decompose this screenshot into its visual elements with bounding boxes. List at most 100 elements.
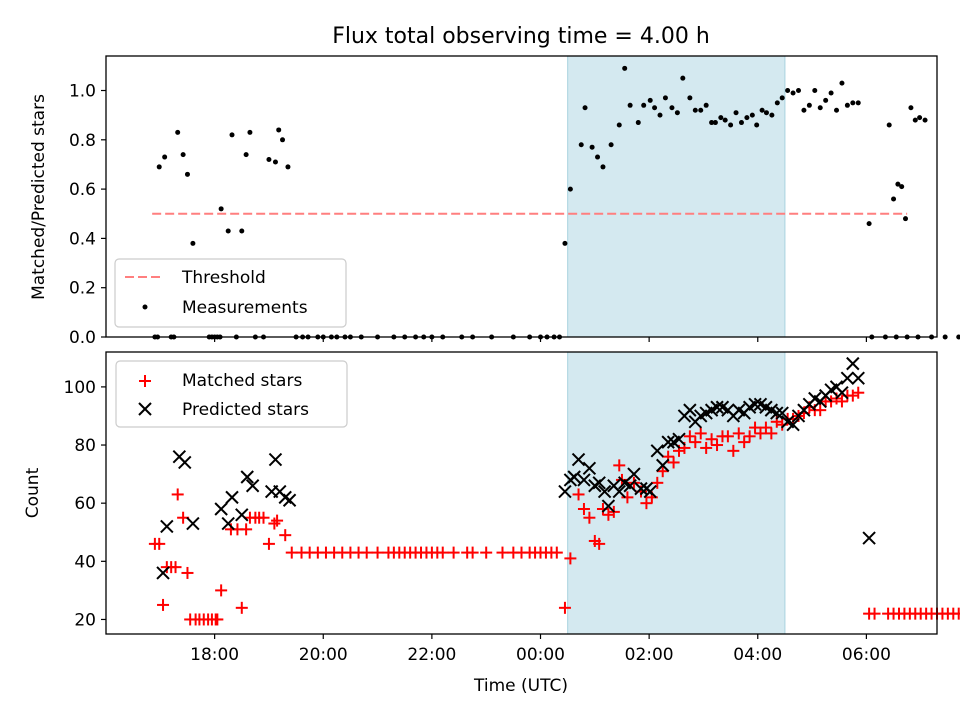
predicted-star-stroke [808, 391, 822, 406]
top-shaded-region [567, 55, 786, 338]
measurement-point [796, 88, 801, 94]
matched-star-point [257, 511, 270, 524]
predicted-star-stroke [764, 403, 779, 417]
matched-star-point [721, 430, 734, 443]
measurement-point [718, 115, 724, 121]
matched-star-point [496, 546, 509, 559]
matched-star-point [572, 488, 585, 501]
predicted-star-stroke [612, 484, 626, 499]
bottom-y-tick-label: 20 [74, 610, 96, 630]
predicted-star-point [634, 481, 648, 496]
matched-star-point [689, 436, 702, 449]
measurement-point [266, 157, 272, 163]
matched-star-point [466, 546, 479, 559]
measurement-point [769, 112, 775, 118]
measurement-point [703, 102, 709, 108]
matched-star-point [852, 386, 865, 399]
top-y-tick-label: 0.4 [69, 229, 96, 249]
predicted-star-point [623, 479, 637, 493]
predicted-star-stroke [592, 476, 606, 490]
predicted-star-point [748, 397, 762, 412]
predicted-star-stroke [835, 385, 849, 400]
predicted-star-stroke [786, 417, 800, 432]
predicted-star-stroke [558, 484, 572, 499]
matched-star-point [738, 436, 751, 449]
matched-star-point [952, 607, 960, 620]
bottom-x-tick-label: 22:00 [407, 645, 456, 665]
bottom-shaded-region [567, 351, 786, 635]
bottom-y-tick-label: 60 [74, 494, 96, 514]
predicted-star-stroke [235, 508, 249, 522]
measurement-point [243, 152, 249, 158]
measurement-point [728, 122, 734, 128]
matched-star-point [235, 601, 248, 614]
measurement-point [608, 142, 614, 148]
predicted-star-point [851, 371, 865, 385]
measurement-point [229, 132, 235, 138]
measurement-point [806, 102, 812, 108]
matched-star-point [279, 529, 292, 542]
predicted-star-stroke [627, 467, 641, 481]
legend-measurements-label: Measurements [182, 298, 308, 318]
predicted-star-stroke [661, 435, 675, 449]
predicted-star-point [235, 508, 249, 522]
matched-star-point [583, 511, 596, 524]
predicted-star-stroke [840, 371, 855, 385]
measurement-point [763, 110, 769, 116]
measurement-point [817, 105, 823, 111]
measurement-point [680, 75, 686, 81]
predicted-star-stroke [156, 566, 170, 580]
predicted-star-stroke [759, 400, 773, 414]
measurement-point [790, 90, 796, 96]
bottom-x-tick-label: 06:00 [842, 645, 891, 665]
measurement-point [886, 122, 892, 128]
predicted-star-stroke [178, 455, 192, 470]
matched-star-point [640, 497, 653, 510]
predicted-star-point [156, 566, 170, 580]
matched-star-point [651, 476, 664, 489]
matched-star-point [732, 427, 745, 440]
matched-star-point [211, 613, 224, 626]
predicted-star-point [627, 467, 641, 481]
bottom-y-tick-label: 40 [74, 552, 96, 572]
predicted-star-stroke [268, 452, 283, 467]
predicted-star-stroke [623, 479, 637, 493]
bottom-x-tick-label: 04:00 [733, 645, 782, 665]
measurement-point [225, 228, 231, 234]
predicted-star-point [160, 519, 174, 534]
matched-star-point [240, 523, 253, 536]
predicted-star-point [214, 502, 228, 516]
measurement-point [276, 127, 282, 133]
predicted-star-stroke [567, 470, 581, 484]
bottom-x-tick-label: 00:00 [516, 645, 565, 665]
predicted-star-stroke [715, 400, 730, 414]
top-legend-box [114, 258, 347, 328]
bottom-panel: 20 40 60 80 100 18:00 20:00 22:00 00:00 02:00 04:… [23, 351, 960, 696]
measurement-point [190, 240, 196, 246]
matched-star-point [667, 456, 680, 469]
measurement-point [749, 112, 755, 118]
measurement-point [622, 65, 628, 71]
predicted-star-point [683, 403, 697, 417]
matched-star-point [868, 607, 881, 620]
top-y-tick-label: 0.0 [69, 328, 96, 348]
predicted-star-point [567, 470, 581, 484]
matched-star-point [694, 427, 707, 440]
predicted-star-point [186, 516, 200, 531]
bottom-x-axis: 18:00 20:00 22:00 00:00 02:00 04:00 06:00 [190, 634, 891, 665]
measurement-point [754, 122, 760, 128]
measurement-point [627, 102, 633, 108]
predicted-star-point [601, 499, 616, 513]
predicted-star-stroke [780, 415, 795, 429]
measurement-point [567, 186, 573, 192]
measurement-point [218, 206, 224, 212]
matched-star-point [754, 427, 767, 440]
predicted-star-point [571, 452, 586, 467]
top-legend: Threshold Measurements [114, 258, 347, 328]
top-y-label: Matched/Predicted stars [29, 94, 49, 300]
measurement-point [272, 159, 278, 165]
measurement-point [669, 105, 675, 111]
predicted-star-stroke [160, 519, 174, 534]
predicted-star-point [846, 356, 860, 371]
chart-title: Flux total observing time = 4.00 h [332, 24, 710, 49]
